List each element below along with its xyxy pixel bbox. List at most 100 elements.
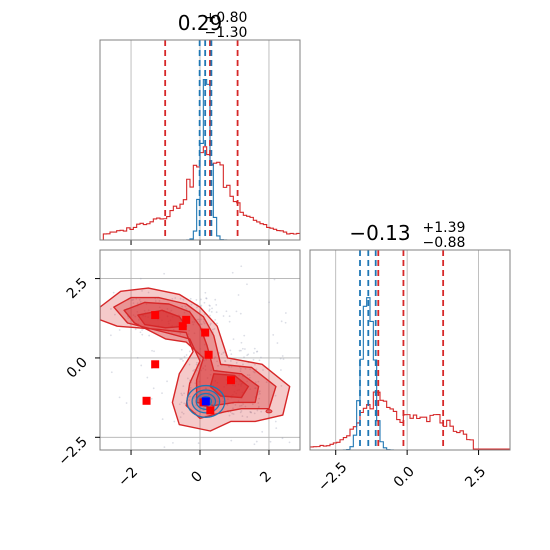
joint-sample-point — [254, 381, 257, 383]
joint-sample-point — [192, 323, 195, 326]
joint-sample-point — [199, 347, 202, 350]
joint-sample-point — [288, 441, 291, 444]
joint-sample-point — [173, 420, 176, 423]
joint-sample-point — [197, 387, 200, 390]
joint-sample-point — [232, 413, 235, 415]
joint-sample-point — [193, 332, 196, 335]
joint-sample-point — [275, 427, 278, 430]
param2-y-tick-label: −2.5 — [55, 434, 90, 469]
joint-sample-point — [256, 350, 259, 353]
joint-sample-point — [239, 405, 241, 407]
joint-sample-point — [143, 309, 146, 312]
joint-sample-point — [258, 390, 261, 392]
joint-sample-point — [186, 377, 189, 380]
joint-sample-point — [237, 400, 240, 403]
joint-sample-point — [179, 358, 182, 361]
joint-sample-point — [227, 398, 229, 401]
joint-sample-point — [202, 321, 205, 323]
joint-sample-point — [136, 356, 139, 359]
joint-sample-point — [199, 412, 202, 415]
joint-sample-point — [110, 371, 113, 374]
joint-sample-point — [250, 411, 253, 414]
param1-title-plus: +0.80 — [205, 10, 248, 26]
joint-sample-point — [198, 320, 201, 323]
joint-sample-point — [213, 328, 216, 330]
joint-sample-point — [235, 361, 238, 364]
joint-sample-point — [222, 351, 225, 354]
joint-sample-point — [257, 391, 260, 394]
joint-sample-point — [241, 415, 244, 418]
param2-y-tick-label: 2.5 — [64, 275, 91, 302]
joint-sample-point — [182, 385, 185, 388]
red-mode-marker — [201, 328, 210, 337]
joint-sample-point — [182, 298, 185, 301]
joint-sample-point — [254, 363, 256, 366]
joint-sample-point — [204, 387, 207, 390]
joint-sample-point — [189, 297, 192, 300]
joint-sample-point — [254, 387, 256, 390]
joint-sample-point — [179, 297, 182, 300]
joint-sample-point — [239, 370, 242, 373]
joint-sample-point — [132, 302, 135, 305]
joint-sample-point — [217, 400, 219, 403]
joint-sample-point — [209, 322, 212, 325]
joint-sample-point — [205, 387, 208, 390]
joint-sample-point — [179, 332, 182, 335]
joint-sample-point — [205, 297, 208, 300]
joint-sample-point — [109, 334, 112, 337]
joint-sample-point — [243, 356, 245, 359]
joint-sample-point — [237, 294, 240, 296]
joint-sample-point — [232, 338, 235, 341]
joint-sample-point — [132, 314, 135, 317]
joint-sample-point — [228, 365, 231, 368]
joint-sample-point — [163, 446, 166, 448]
joint-sample-point — [208, 310, 211, 312]
joint-sample-point — [214, 298, 217, 301]
joint-sample-point — [249, 368, 251, 371]
joint-sample-point — [227, 365, 230, 368]
joint-sample-point — [215, 303, 218, 306]
joint-sample-point — [255, 368, 258, 371]
joint-sample-point — [147, 309, 150, 312]
joint-sample-point — [135, 297, 138, 300]
joint-sample-point — [212, 328, 214, 331]
joint-sample-point — [239, 312, 242, 315]
joint-sample-point — [209, 304, 211, 307]
joint-sample-point — [138, 298, 141, 301]
joint-sample-point — [220, 353, 223, 356]
joint-sample-point — [200, 392, 202, 395]
joint-sample-point — [158, 306, 161, 309]
joint-sample-point — [231, 412, 234, 415]
joint-sample-point — [166, 308, 169, 310]
red-mode-marker — [182, 315, 191, 324]
joint-sample-point — [208, 304, 211, 307]
joint-sample-point — [127, 317, 130, 319]
param2-x-tick-label: 0.0 — [391, 464, 418, 491]
joint-sample-point — [224, 360, 227, 363]
joint-sample-point — [253, 412, 256, 415]
joint-sample-point — [239, 411, 242, 414]
joint-sample-point — [280, 369, 282, 371]
joint-sample-point — [181, 411, 183, 414]
joint-sample-point — [238, 349, 241, 352]
joint-sample-point — [274, 420, 277, 423]
joint-sample-point — [240, 410, 243, 412]
joint-sample-point — [199, 323, 202, 326]
joint-sample-point — [234, 403, 237, 406]
joint-sample-point — [198, 311, 201, 313]
joint-sample-point — [210, 369, 213, 372]
joint-sample-point — [136, 302, 139, 305]
joint-sample-point — [152, 387, 155, 390]
joint-sample-point — [172, 328, 175, 331]
joint-sample-point — [146, 376, 149, 379]
joint-sample-point — [196, 306, 198, 309]
joint-sample-point — [185, 354, 188, 356]
joint-sample-point — [230, 439, 233, 442]
joint-sample-point — [265, 381, 268, 384]
joint-sample-point — [210, 310, 213, 313]
joint-sample-point — [251, 403, 254, 406]
joint-sample-point — [224, 360, 226, 362]
param2-y-tick-label: 0.0 — [64, 354, 91, 381]
joint-sample-point — [158, 299, 161, 302]
param1-blue-histogram — [100, 78, 300, 240]
